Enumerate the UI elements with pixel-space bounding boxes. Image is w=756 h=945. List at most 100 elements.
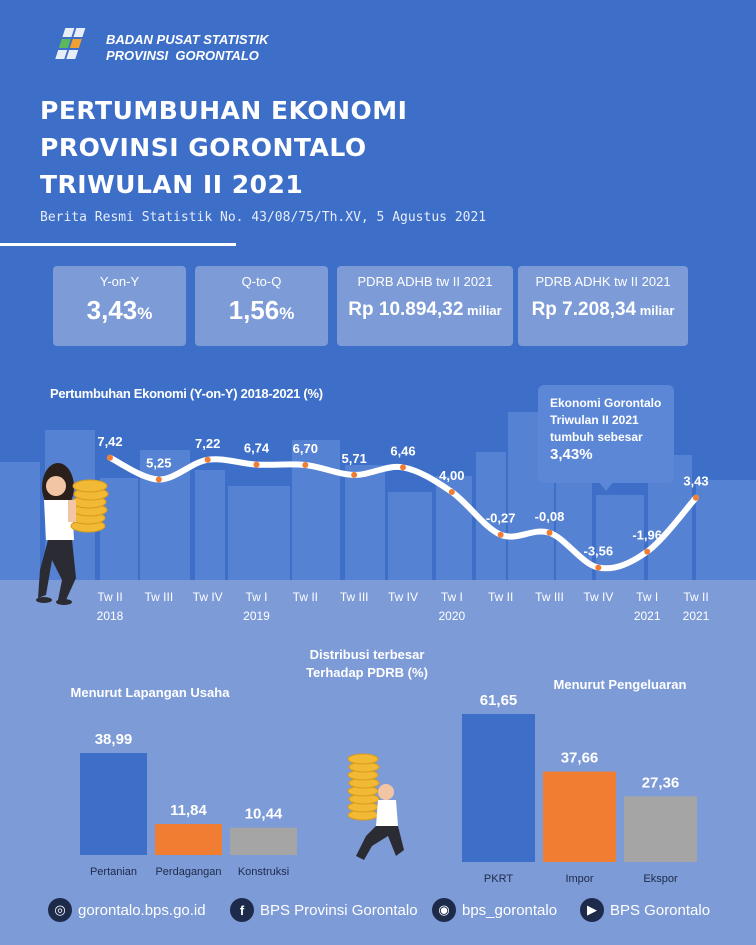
footer-website[interactable]: ◎ gorontalo.bps.go.id [48,898,206,922]
data-label: -0,08 [535,509,565,524]
distribution-title: Distribusi terbesar Terhadap PDRB (%) [302,646,432,682]
bar-value-label: 38,99 [95,731,133,748]
card-yoy-unit: % [137,304,153,323]
card-qtq-label: Q-to-Q [241,274,282,289]
globe-icon: ◎ [48,898,72,922]
x-tick-label: Tw II [97,590,122,604]
footer-instagram[interactable]: ◉ bps_gorontalo [432,898,557,922]
data-label: 6,70 [293,441,318,456]
data-label: 4,00 [439,468,464,483]
x-tick-year: 2021 [683,609,710,623]
bar [155,824,222,855]
bar [462,714,535,862]
card-adhk-value: Rp 7.208,34 miliar [518,299,688,321]
youtube-icon: ▶ [580,898,604,922]
x-tick-year: 2021 [634,609,661,623]
card-yoy-label: Y-on-Y [99,274,140,289]
bar-value-label: 11,84 [170,802,207,819]
x-tick-label: Tw I [636,590,658,604]
bar-value-label: 10,44 [245,806,283,823]
subtitle: Berita Resmi Statistik No. 43/08/75/Th.X… [40,210,487,225]
callout-value: 3,43% [550,446,593,463]
x-tick-label: Tw IV [193,590,223,604]
data-point [107,454,113,461]
card-adhb: PDRB ADHB tw II 2021 Rp 10.894,32 miliar [337,266,513,346]
facebook-icon: f [230,898,254,922]
footer-youtube[interactable]: ▶ BPS Gorontalo [580,898,710,922]
data-point [302,462,309,468]
bar [80,753,147,855]
bar-value-label: 37,66 [561,750,599,767]
data-point [253,461,260,468]
data-point [497,531,504,538]
x-tick-label: Tw III [535,590,564,604]
data-label: 6,74 [244,441,270,456]
instagram-icon: ◉ [432,898,456,922]
callout-pointer [598,481,614,491]
card-adhb-label: PDRB ADHB tw II 2021 [357,274,493,289]
bar-category-label: Perdagangan [155,866,221,878]
line-chart-title: Pertumbuhan Ekonomi (Y-on-Y) 2018-2021 (… [50,386,323,401]
card-adhk-number: Rp 7.208,34 [531,299,637,320]
org-line-2: PROVINSI GORONTALO [106,48,259,63]
footer-facebook-text: BPS Provinsi Gorontalo [260,901,418,919]
x-tick-label: Tw II [488,590,513,604]
card-adhb-value: Rp 10.894,32 miliar [337,299,513,321]
x-tick-year: 2018 [97,609,124,623]
bar-category-label: Ekspor [643,873,678,885]
data-label: 7,42 [97,434,122,449]
bar [230,827,297,855]
title-line-2: PROVINSI GORONTALO [40,133,367,162]
card-qtq-value: 1,56% [195,295,328,326]
x-tick-label: Tw IV [583,590,613,604]
footer-website-text: gorontalo.bps.go.id [78,901,206,919]
data-label: -1,96 [632,528,662,543]
data-point [448,489,455,495]
card-adhb-unit: miliar [463,303,502,318]
bar-category-label: Impor [565,873,593,885]
distribution-line-2: Terhadap PDRB (%) [306,665,428,680]
bar-category-label: Konstruksi [238,866,289,878]
card-qtq-unit: % [279,304,295,323]
data-label: 5,71 [342,451,367,466]
data-label: 7,22 [195,436,220,451]
data-point [155,476,162,483]
data-point [204,456,211,463]
expenditure-chart-title: Menurut Pengeluaran [553,677,687,692]
bar [624,796,697,862]
callout-line-2: Triwulan II 2021 [550,413,639,427]
x-tick-label: Tw I [245,590,267,604]
callout-line-3: tumbuh sebesar [550,430,643,444]
footer-youtube-text: BPS Gorontalo [610,901,711,919]
card-yoy-value: 3,43% [53,295,186,326]
footer-instagram-text: bps_gorontalo [462,901,558,919]
x-tick-label: Tw III [340,590,369,604]
x-tick-year: 2020 [438,609,465,623]
card-adhb-number: Rp 10.894,32 [348,299,464,320]
org-name: BADAN PUSAT STATISTIK PROVINSI GORONTALO [106,32,269,64]
data-label: 3,43 [683,474,708,489]
bar-category-label: PKRT [484,873,513,885]
bar-value-label: 61,65 [480,692,518,709]
bar-category-label: Pertanian [90,866,137,878]
x-tick-label: Tw II [683,590,708,604]
card-qtq-number: 1,56 [228,295,280,325]
footer-facebook[interactable]: f BPS Provinsi Gorontalo [230,898,418,922]
bar [543,771,616,862]
distribution-line-1: Distribusi terbesar [309,647,425,662]
data-label: 6,46 [390,443,415,458]
x-tick-label: Tw IV [388,590,418,604]
bar-value-label: 27,36 [642,774,680,791]
title-line-1: PERTUMBUHAN EKONOMI [40,96,408,125]
data-point [693,494,699,501]
data-label: 5,25 [146,456,171,471]
data-label: -3,56 [584,544,614,559]
data-point [351,471,358,478]
card-qtq: Q-to-Q 1,56% [195,266,328,346]
data-label: -0,27 [486,511,516,526]
card-adhk-unit: miliar [636,303,675,318]
x-tick-label: Tw III [144,590,173,604]
